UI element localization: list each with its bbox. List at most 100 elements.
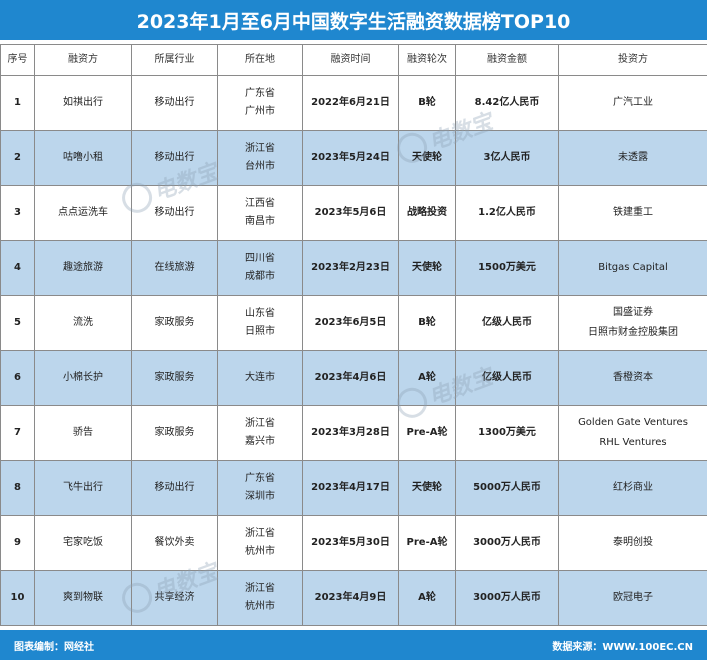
cell-no: 1	[0, 75, 35, 131]
cell-location: 广东省 深圳市	[217, 460, 303, 516]
investor-name: 欧冠电子	[613, 592, 653, 603]
cell-no: 4	[0, 240, 35, 296]
cell-no: 10	[0, 570, 35, 626]
cell-no: 2	[0, 130, 35, 186]
cell-industry: 移动出行	[131, 460, 218, 516]
location-line: 浙江省	[245, 143, 275, 154]
location-line: 广东省	[245, 473, 275, 484]
cell-round: Pre-A轮	[398, 515, 456, 571]
location-line: 深圳市	[245, 491, 275, 502]
cell-amount: 3亿人民币	[455, 130, 559, 186]
cell-company: 咕噜小租	[34, 130, 132, 186]
cell-date: 2023年4月17日	[302, 460, 399, 516]
investor-name: 未透露	[618, 152, 648, 163]
cell-round: A轮	[398, 570, 456, 626]
cell-company: 宅家吃饭	[34, 515, 132, 571]
cell-investors: Bitgas Capital	[558, 240, 707, 296]
cell-location: 广东省 广州市	[217, 75, 303, 131]
cell-industry: 家政服务	[131, 350, 218, 406]
cell-date: 2023年4月6日	[302, 350, 399, 406]
cell-industry: 家政服务	[131, 295, 218, 351]
cell-round: 天使轮	[398, 130, 456, 186]
investor-name: RHL Ventures	[599, 437, 667, 448]
cell-round: B轮	[398, 295, 456, 351]
location-line: 浙江省	[245, 583, 275, 594]
location-line: 杭州市	[245, 546, 275, 557]
cell-company: 流洗	[34, 295, 132, 351]
cell-amount: 亿级人民币	[455, 350, 559, 406]
cell-amount: 8.42亿人民币	[455, 75, 559, 131]
cell-industry: 家政服务	[131, 405, 218, 461]
cell-date: 2023年5月24日	[302, 130, 399, 186]
cell-company: 趣途旅游	[34, 240, 132, 296]
location-line: 江西省	[245, 198, 275, 209]
cell-round: 天使轮	[398, 240, 456, 296]
col-header-location: 所在地	[217, 44, 303, 76]
cell-amount: 1500万美元	[455, 240, 559, 296]
table-row: 7 骄告 家政服务 浙江省 嘉兴市 2023年3月28日 Pre-A轮 1300万美元 Gold…	[0, 405, 707, 461]
cell-investors: 泰明创投	[558, 515, 707, 571]
footer-credit: 图表编制：网经社	[14, 642, 94, 653]
col-header-investors: 投资方	[558, 44, 707, 76]
location-line: 成都市	[245, 271, 275, 282]
table-row: 9 宅家吃饭 餐饮外卖 浙江省 杭州市 2023年5月30日 Pre-A轮 3000万人民币泰…	[0, 515, 707, 571]
cell-no: 8	[0, 460, 35, 516]
col-header-no: 序号	[0, 44, 35, 76]
cell-location: 四川省 成都市	[217, 240, 303, 296]
cell-location: 浙江省 嘉兴市	[217, 405, 303, 461]
cell-investors: 铁建重工	[558, 185, 707, 241]
cell-company: 骄告	[34, 405, 132, 461]
location-line: 杭州市	[245, 601, 275, 612]
investor-name: 广汽工业	[613, 97, 653, 108]
cell-investors: 未透露	[558, 130, 707, 186]
cell-no: 6	[0, 350, 35, 406]
investor-name: 红杉商业	[613, 482, 653, 493]
location-line: 浙江省	[245, 418, 275, 429]
table-row: 1 如祺出行 移动出行 广东省 广州市 2022年6月21日 B轮 8.42亿人民币 广汽工业	[0, 75, 707, 131]
cell-investors: 欧冠电子	[558, 570, 707, 626]
location-line: 嘉兴市	[245, 436, 275, 447]
table-header-row: 序号 融资方 所属行业 所在地 融资时间 融资轮次 融资金额 投资方	[0, 44, 707, 76]
page-title: 2023年1月至6月中国数字生活融资数据榜TOP10	[0, 0, 707, 40]
table-row: 4 趣途旅游 在线旅游 四川省 成都市 2023年2月23日 天使轮 1500万美元 Bitga…	[0, 240, 707, 296]
cell-company: 小棉长护	[34, 350, 132, 406]
cell-location: 浙江省 台州市	[217, 130, 303, 186]
cell-company: 如祺出行	[34, 75, 132, 131]
cell-amount: 亿级人民币	[455, 295, 559, 351]
cell-industry: 移动出行	[131, 185, 218, 241]
cell-location: 浙江省 杭州市	[217, 570, 303, 626]
cell-date: 2022年6月21日	[302, 75, 399, 131]
cell-no: 7	[0, 405, 35, 461]
cell-date: 2023年3月28日	[302, 405, 399, 461]
cell-investors: 广汽工业	[558, 75, 707, 131]
cell-date: 2023年6月5日	[302, 295, 399, 351]
col-header-company: 融资方	[34, 44, 132, 76]
location-line: 南昌市	[245, 216, 275, 227]
cell-no: 9	[0, 515, 35, 571]
col-header-round: 融资轮次	[398, 44, 456, 76]
cell-amount: 1.2亿人民币	[455, 185, 559, 241]
cell-company: 飞牛出行	[34, 460, 132, 516]
location-line: 山东省	[245, 308, 275, 319]
col-header-date: 融资时间	[302, 44, 399, 76]
investor-name: 香橙资本	[613, 372, 653, 383]
table-row: 3 点点运洗车 移动出行 江西省 南昌市 2023年5月6日 战略投资 1.2亿人民币 铁建重工	[0, 185, 707, 241]
investor-name: 泰明创投	[613, 537, 653, 548]
cell-date: 2023年5月30日	[302, 515, 399, 571]
table-row: 5 流洗 家政服务 山东省 日照市 2023年6月5日 B轮 亿级人民币 国盛证券 日照市财金控股…	[0, 295, 707, 351]
investor-name: 国盛证券	[613, 307, 653, 318]
cell-amount: 3000万人民币	[455, 515, 559, 571]
investor-name: 日照市财金控股集团	[588, 327, 678, 338]
cell-round: 天使轮	[398, 460, 456, 516]
footer-source: 数据来源：WWW.100EC.CN	[552, 642, 693, 653]
cell-location: 江西省 南昌市	[217, 185, 303, 241]
cell-date: 2023年5月6日	[302, 185, 399, 241]
cell-industry: 移动出行	[131, 75, 218, 131]
cell-industry: 在线旅游	[131, 240, 218, 296]
cell-location: 大连市	[217, 350, 303, 406]
cell-date: 2023年2月23日	[302, 240, 399, 296]
location-line: 广州市	[245, 106, 275, 117]
location-line: 四川省	[245, 253, 275, 264]
cell-industry: 移动出行	[131, 130, 218, 186]
col-header-industry: 所属行业	[131, 44, 218, 76]
